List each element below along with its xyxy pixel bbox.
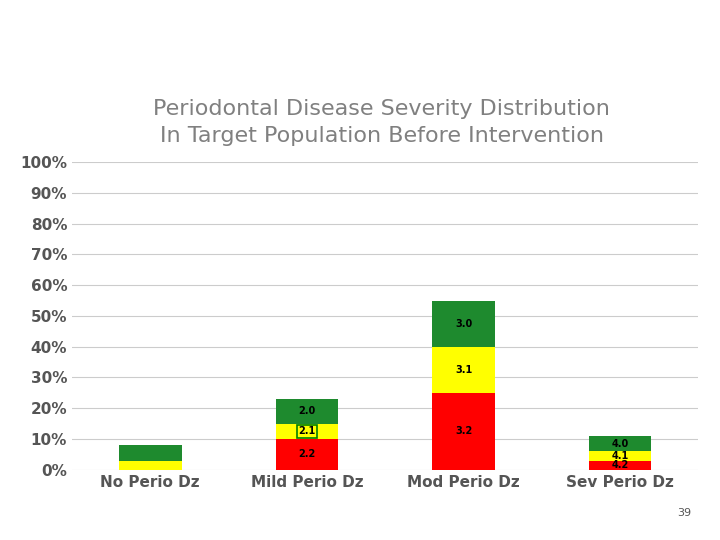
Bar [589, 436, 652, 451]
Bar [119, 461, 181, 470]
Text: 4.2: 4.2 [611, 460, 629, 470]
Text: 39: 39 [677, 508, 691, 518]
Bar [276, 423, 338, 439]
Bar [432, 300, 495, 347]
Bar [432, 393, 495, 470]
Bar [119, 445, 181, 461]
Bar [589, 461, 652, 470]
Text: 3.0: 3.0 [455, 319, 472, 329]
Bar [589, 451, 652, 461]
Text: 3.1: 3.1 [455, 364, 472, 375]
Text: 4.1: 4.1 [611, 451, 629, 461]
Text: Periodontal Disease Severity Distribution
In Target Population Before Interventi: Periodontal Disease Severity Distributio… [153, 99, 610, 146]
Text: 2.0: 2.0 [298, 406, 315, 416]
Bar [276, 439, 338, 470]
Text: 2.1: 2.1 [298, 426, 315, 436]
Bar [432, 347, 495, 393]
Bar [276, 399, 338, 423]
Text: 2.2: 2.2 [298, 449, 315, 460]
Text: 4.0: 4.0 [611, 438, 629, 449]
Text: 3.2: 3.2 [455, 426, 472, 436]
